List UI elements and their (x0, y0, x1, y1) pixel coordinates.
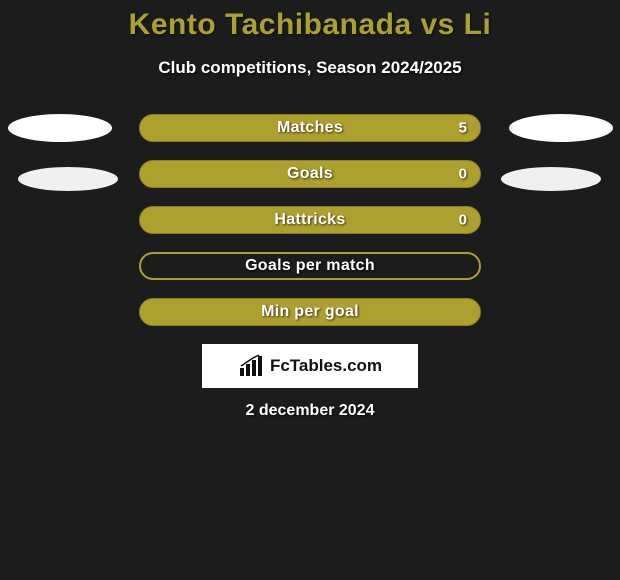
stat-label: Goals (287, 165, 333, 183)
player-avatar-right-2 (501, 167, 601, 191)
stat-label: Hattricks (274, 211, 345, 229)
stat-bar-min-per-goal: Min per goal (139, 298, 481, 326)
stats-area: Matches 5 Goals 0 Hattricks 0 Goals per … (0, 114, 620, 420)
player-avatar-left-1 (8, 114, 112, 142)
page-title: Kento Tachibanada vs Li (0, 8, 620, 42)
stat-label: Matches (277, 119, 343, 137)
player-avatar-right-1 (509, 114, 613, 142)
stat-value: 0 (459, 212, 467, 229)
stat-value: 0 (459, 166, 467, 183)
stat-value: 5 (459, 120, 467, 137)
stat-bar-goals-per-match: Goals per match (139, 252, 481, 280)
date-text: 2 december 2024 (0, 402, 620, 420)
brand-text: FcTables.com (270, 356, 382, 376)
subtitle: Club competitions, Season 2024/2025 (0, 58, 620, 78)
stat-label: Goals per match (245, 257, 375, 275)
stat-label: Min per goal (261, 303, 359, 321)
stat-bar-matches: Matches 5 (139, 114, 481, 142)
player-avatar-left-2 (18, 167, 118, 191)
stat-bar-goals: Goals 0 (139, 160, 481, 188)
stat-bar-hattricks: Hattricks 0 (139, 206, 481, 234)
brand-banner: FcTables.com (202, 344, 418, 388)
brand-inner: FcTables.com (238, 354, 382, 378)
brand-chart-icon (238, 354, 266, 378)
